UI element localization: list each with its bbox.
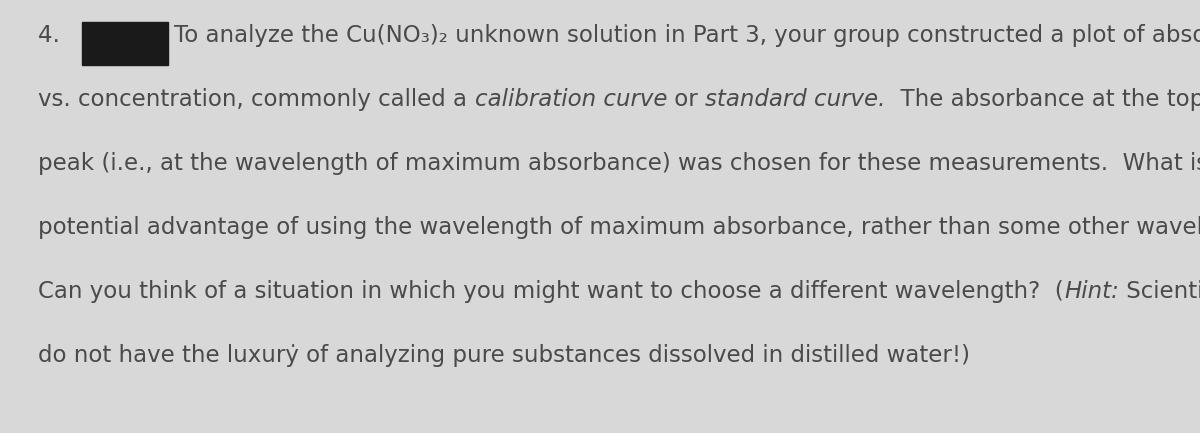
Text: Can you think of a situation in which you might want to choose a different wavel: Can you think of a situation in which yo… (38, 280, 1064, 303)
Text: potential advantage of using the wavelength of maximum absorbance, rather than s: potential advantage of using the wavelen… (38, 216, 1200, 239)
Text: peak (i.e., at the wavelength of maximum absorbance) was chosen for these measur: peak (i.e., at the wavelength of maximum… (38, 152, 1200, 175)
Text: calibration curve: calibration curve (475, 88, 667, 111)
FancyBboxPatch shape (82, 22, 168, 65)
Text: or: or (667, 88, 706, 111)
Text: do not have the luxurẏ of analyzing pure substances dissolved in distilled wate: do not have the luxurẏ of analyzing pur… (38, 344, 971, 367)
Text: standard curve.: standard curve. (706, 88, 886, 111)
Text: Hint:: Hint: (1064, 280, 1120, 303)
Text: vs. concentration, commonly called a: vs. concentration, commonly called a (38, 88, 475, 111)
Text: 4.: 4. (38, 24, 82, 47)
Text: The absorbance at the top of the: The absorbance at the top of the (886, 88, 1200, 111)
Text: Scientists often: Scientists often (1120, 280, 1200, 303)
Text: To analyze the Cu(NO₃)₂ unknown solution in Part 3, your group constructed a plo: To analyze the Cu(NO₃)₂ unknown solution… (174, 24, 1200, 47)
